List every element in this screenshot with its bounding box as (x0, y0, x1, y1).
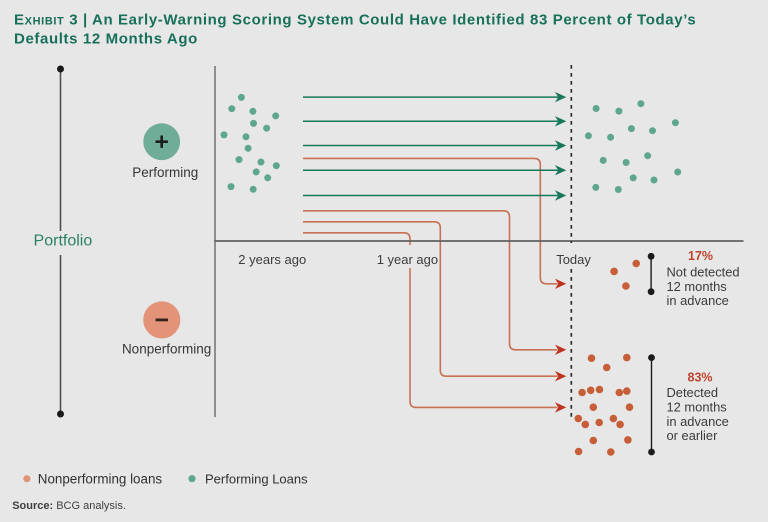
svg-text:Defaults 12 Months Ago: Defaults 12 Months Ago (14, 31, 198, 48)
svg-text:83%: 83% (688, 370, 713, 384)
svg-text:Nonperforming loans: Nonperforming loans (38, 472, 163, 487)
svg-text:Performing: Performing (132, 165, 198, 180)
svg-text:12 months: 12 months (667, 279, 727, 294)
svg-text:in advance: in advance (667, 414, 729, 429)
svg-text:2 years ago: 2 years ago (238, 252, 306, 267)
svg-text:Detected: Detected (667, 385, 719, 400)
svg-text:17%: 17% (688, 249, 713, 263)
svg-text:Not detected: Not detected (667, 264, 740, 279)
svg-text:12 months: 12 months (667, 400, 727, 415)
svg-text:or earlier: or earlier (667, 428, 719, 443)
svg-text:Performing Loans: Performing Loans (205, 472, 308, 487)
svg-text:Exhibit 3 | An Early-Warning S: Exhibit 3 | An Early-Warning Scoring Sys… (14, 12, 696, 29)
svg-text:Nonperforming: Nonperforming (122, 342, 211, 357)
svg-text:Portfolio: Portfolio (34, 233, 93, 250)
svg-text:in advance: in advance (667, 293, 729, 308)
svg-text:Today: Today (556, 252, 591, 267)
svg-text:Source: BCG analysis.: Source: BCG analysis. (12, 500, 126, 512)
svg-text:1 year ago: 1 year ago (377, 252, 438, 267)
